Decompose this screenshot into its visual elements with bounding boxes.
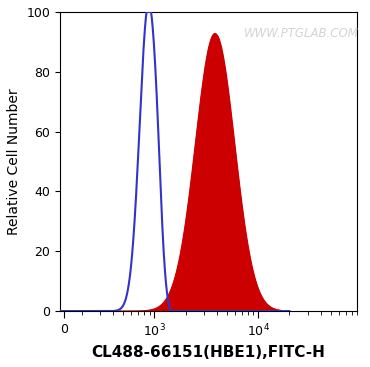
Y-axis label: Relative Cell Number: Relative Cell Number <box>7 88 21 235</box>
Text: WWW.PTGLAB.COM: WWW.PTGLAB.COM <box>244 27 359 40</box>
X-axis label: CL488-66151(HBE1),FITC-H: CL488-66151(HBE1),FITC-H <box>92 345 326 360</box>
